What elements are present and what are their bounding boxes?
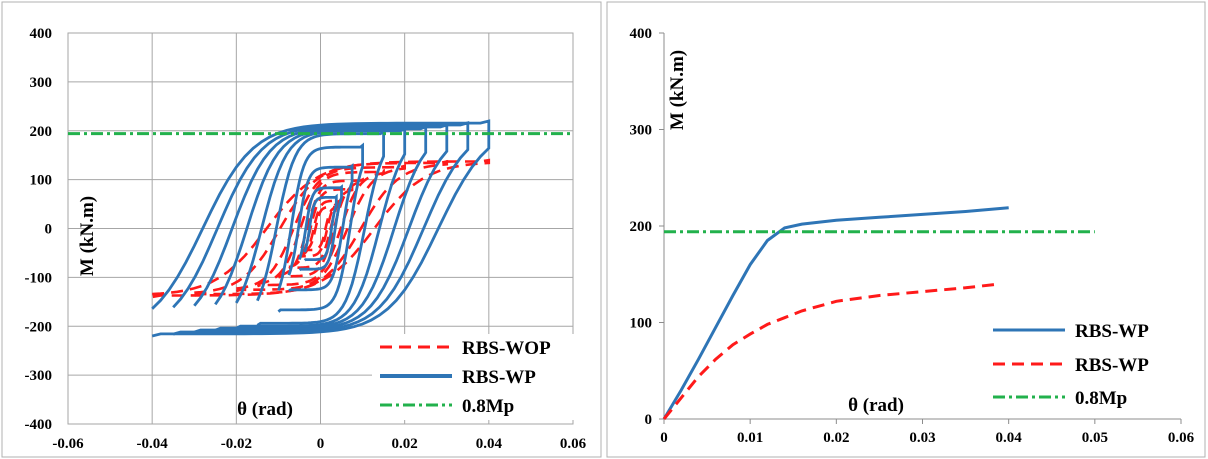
y-tick-label: 200 [30,124,53,140]
plot-area [67,32,574,425]
legend-label-0.8mp: 0.8Mp [462,396,514,417]
left-ylabel: M (kN.m) [77,196,98,276]
x-tick-label: 0.04 [476,436,503,452]
x-tick-label: 0.02 [823,430,849,446]
x-tick-label: 0.05 [1082,430,1108,446]
x-tick-label: 0 [660,430,668,446]
right-ylabel: M (kN.m) [667,50,688,130]
y-tick-label: -400 [25,417,53,433]
legend-label-rbs-wop: RBS-WOP [462,338,551,359]
hysteresis-chart: -0.06 -0.04 -0.02 0 0.02 0.04 0.06 400 300 200 100… [25,26,587,452]
legend-label-rbs-wp: RBS-WP [462,367,536,388]
left-legend: RBS-WOP RBS-WP 0.8Mp [372,334,590,420]
legend-label-0.8mp-right: 0.8Mp [1075,388,1127,409]
rbs-wp-loop [256,129,385,327]
rbs-wp-loop [235,126,407,330]
rbs-wop-loop [235,164,406,293]
series-line [662,206,1009,420]
y-tick-label: -300 [25,368,53,384]
x-tick-label: -0.04 [137,436,169,452]
x-tick-label: 0.04 [996,430,1023,446]
y-tick-label: 0 [45,222,53,238]
right-panel-frame [606,1,1206,458]
y-tick-label: 100 [630,316,653,332]
right-legend: RBS-WP RBS-WP 0.8Mp [985,315,1197,409]
x-tick-label: 0.02 [392,436,418,452]
series-line [662,282,1001,420]
left-panel-frame [1,1,602,458]
x-tick-label: 0 [317,436,325,452]
y-tick-label: 300 [30,75,53,91]
rbs-wp-loop [172,121,470,336]
rbs-wp-loop [214,124,428,332]
y-tick-label: 400 [30,26,53,42]
y-tick-label: 0 [645,412,653,428]
x-tick-label: 0.06 [560,436,587,452]
y-tick-label: 100 [30,173,53,189]
right-xlabel: θ (rad) [848,395,904,416]
rbs-wp-loop [193,122,449,334]
rbs-wp-loop [287,162,354,293]
x-tick-label: 0.03 [909,430,935,446]
legend-label-rbs-wp-dashed: RBS-WP [1075,355,1149,376]
rbs-wp-loop [277,142,364,313]
x-tick-label: -0.02 [221,436,252,452]
rbs-wop-loop [256,168,385,288]
left-xlabel: θ (rad) [237,399,293,420]
y-tick-label: 200 [630,219,653,235]
rbs-wp-loop [298,184,343,272]
y-tick-label: -100 [25,270,53,286]
y-tick-label: -200 [25,319,53,335]
backbone-chart: 0 0.01 0.02 0.03 0.04 0.05 0.06 400 300 200 100 0 [630,26,1195,446]
y-tick-label: 300 [630,123,653,139]
legend-label-rbs-wp-solid: RBS-WP [1075,321,1149,342]
y-tick-label: 400 [630,26,653,42]
rbs-wop-loop [151,158,491,299]
x-tick-label: 0.01 [737,430,763,446]
x-tick-label: 0.06 [1168,430,1195,446]
rbs-wp-loop [303,193,338,262]
x-tick-label: -0.06 [52,436,84,452]
